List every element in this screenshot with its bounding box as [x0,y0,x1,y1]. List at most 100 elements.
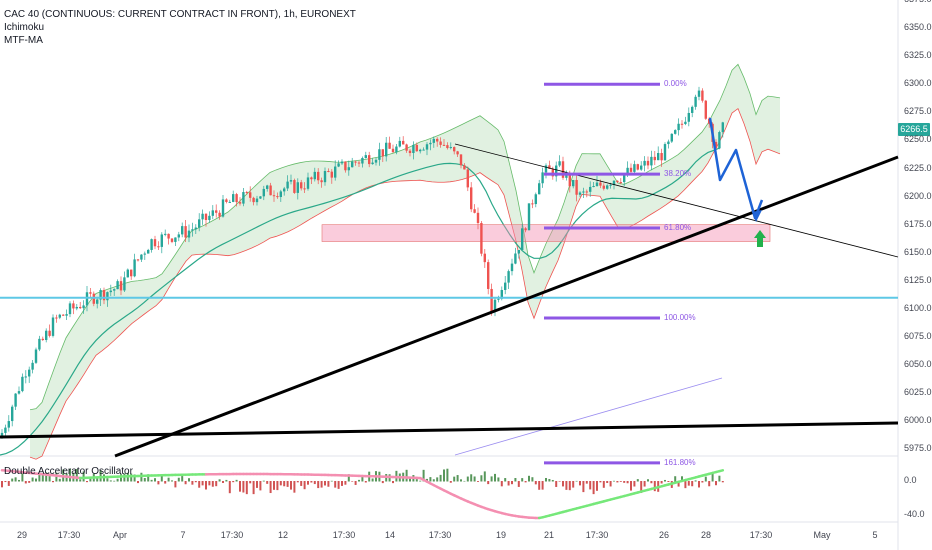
oscillator-bar [667,481,670,483]
oscillator-bar [534,481,537,485]
candle-body [181,226,184,235]
oscillator-bar [718,475,721,482]
candle-body [640,165,643,170]
candle-body [667,141,670,145]
candle-body [150,239,153,250]
candle-body [589,186,592,192]
oscillator-bar [650,481,653,484]
oscillator-bar [266,481,269,484]
x-tick-label: 12 [277,530,289,540]
candle-body [446,145,449,149]
oscillator-bar [647,479,649,482]
candle-body [606,185,609,189]
chart-title: CAC 40 (CONTINUOUS: CURRENT CONTRACT IN … [4,9,356,20]
oscillator-bar [228,481,231,494]
oscillator-bar [572,481,575,488]
candle-body [21,376,24,392]
candle-body [327,171,330,173]
oscillator-bar [456,475,459,482]
x-tick-label: 7 [180,530,186,540]
oscillator-bar [96,477,99,482]
oscillator-bar [429,477,432,482]
oscillator-bar [181,476,184,482]
candle-body [405,144,408,151]
candle-body [7,421,10,428]
y-tick-label: 6275.0 [904,106,932,117]
oscillator-bar [633,481,636,487]
candle-body [232,194,235,202]
candle-body [215,210,218,213]
candle-body [548,165,551,169]
oscillator-bar [616,481,619,483]
oscillator-bar [290,481,292,490]
candle-body [585,191,588,193]
oscillator-bar [215,481,218,487]
indicator-mtf-ma[interactable]: MTF-MA [4,35,43,46]
oscillator-bar [154,478,156,482]
oscillator-bar [419,480,422,482]
candle-body [143,253,146,255]
oscillator-bar [619,481,622,482]
oscillator-bar [194,481,197,483]
oscillator-bar [453,476,456,482]
oscillator-bar [507,481,510,486]
candle-body [616,180,619,183]
oscillator-bar [116,478,119,482]
candle-body [238,202,242,204]
candle-body [385,142,388,157]
oscillator-bar [222,481,224,483]
x-tick-label: Apr [112,530,128,540]
cloud-span-a [29,63,781,411]
chart-legend: CAC 40 (CONTINUOUS: CURRENT CONTRACT IN … [4,8,356,47]
candle-body [167,233,170,239]
candle-body [381,149,384,157]
oscillator-bar [432,479,435,482]
candle-body [177,234,180,238]
candle-body [493,299,497,312]
candle-body [429,142,432,145]
candle-body [157,246,160,248]
candle-body [412,144,415,154]
oscillator-bar [52,481,54,483]
candle-body [38,338,41,350]
oscillator-bar [174,481,177,488]
oscillator-bar [701,481,704,483]
candle-body [242,192,245,204]
x-tick-label: 26 [658,530,670,540]
x-tick-label: 14 [384,530,396,540]
candle-body [361,157,364,164]
candle-body [249,192,252,198]
candle-body [337,163,340,167]
oscillator-bar [643,481,646,487]
y-tick-label: 6150.0 [904,246,932,257]
y-tick-label: 6300.0 [904,78,932,89]
oscillator-bar [351,481,354,482]
fib-level-label: 100.00% [664,312,696,322]
oscillator-bar [558,481,561,482]
candle-body [497,298,500,300]
oscillator-bar [320,481,323,488]
oscillator-bar [606,481,609,484]
oscillator-bar [677,481,680,487]
candle-body [453,147,456,152]
candle-body [96,299,99,304]
x-tick-label: 17:30 [749,530,773,540]
candle-body [211,210,214,216]
x-tick-label: 17:30 [57,530,81,540]
indicator-ichimoku[interactable]: Ichimoku [4,22,45,33]
oscillator-bar [167,477,170,482]
candle-body [89,292,92,294]
y-tick-label: 6175.0 [904,218,932,229]
oscillator-bar [364,481,367,483]
candle-body [279,191,282,198]
fib-level-label: 61.80% [664,223,692,233]
candle-body [109,290,112,293]
y-tick-label: 6200.0 [904,190,932,201]
oscillator-label[interactable]: Double Accelerator Oscillator [4,466,133,477]
candle-body [466,169,469,188]
oscillator-bar [18,479,20,482]
oscillator-bar [79,479,82,482]
oscillator-bar [691,481,694,487]
oscillator-bar [473,476,476,482]
